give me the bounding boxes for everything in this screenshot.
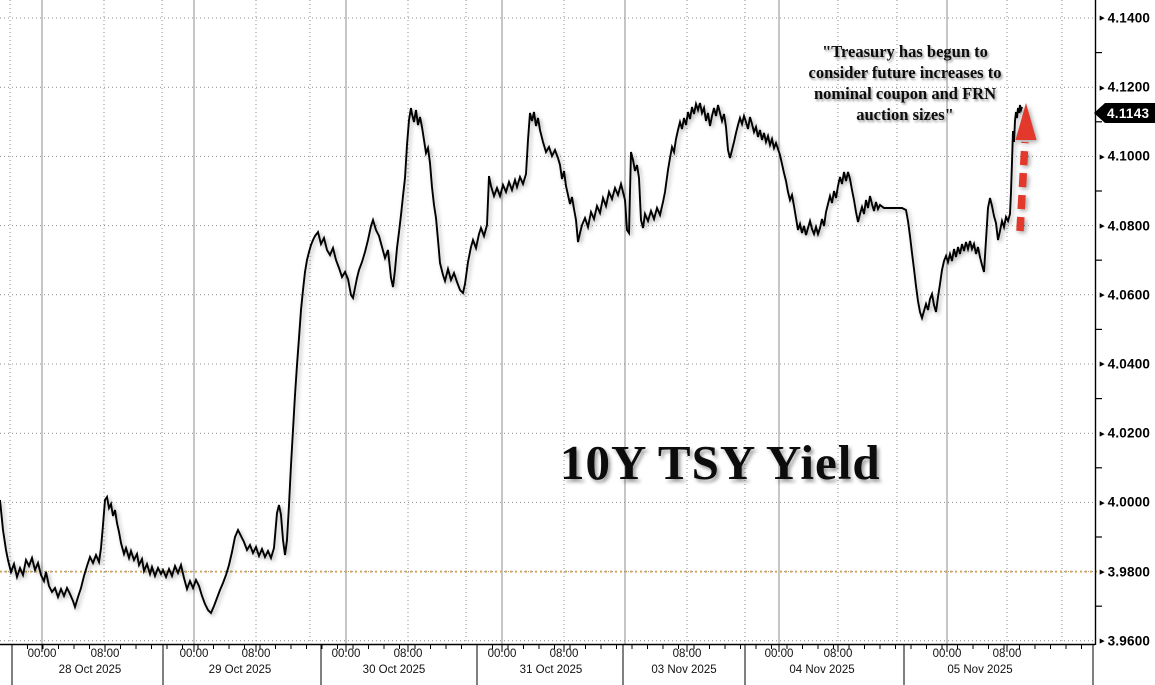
x-axis-time-label: 08:00 <box>672 648 702 660</box>
x-axis-time-label: 08:00 <box>549 648 579 660</box>
x-axis-time-label: 00:00 <box>764 648 794 660</box>
x-axis-time-label: 08:00 <box>90 648 120 660</box>
x-axis-date-label: 05 Nov 2025 <box>947 664 1013 676</box>
x-axis-time-label: 00:00 <box>331 648 361 660</box>
x-axis-time-label: 08:00 <box>241 648 271 660</box>
x-axis-time-label: 00:00 <box>932 648 962 660</box>
tick-arrow-icon: ► <box>1098 635 1107 646</box>
tick-arrow-icon: ► <box>1098 497 1107 508</box>
annotation-text: "Treasury has begun to consider future in… <box>778 41 1032 125</box>
x-axis-date-label: 31 Oct 2025 <box>519 664 583 676</box>
y-axis-tick-label: ► 4.1200 <box>1098 79 1151 95</box>
x-axis-date-label: 03 Nov 2025 <box>651 664 717 676</box>
chart-title: 10Y TSY Yield <box>560 435 881 490</box>
y-axis-tick-label: ► 3.9600 <box>1098 633 1151 649</box>
y-axis-tick-label: ► 4.0200 <box>1098 425 1151 441</box>
x-axis-date-label: 28 Oct 2025 <box>58 664 122 676</box>
tick-arrow-icon: ► <box>1098 358 1107 369</box>
tick-arrow-icon: ► <box>1098 289 1107 300</box>
y-axis-tick-label: ► 4.0600 <box>1098 287 1151 303</box>
x-axis-date-label: 30 Oct 2025 <box>362 664 426 676</box>
tick-arrow-icon: ► <box>1098 428 1107 439</box>
y-axis-tick-label: ► 3.9800 <box>1098 564 1151 580</box>
x-axis-date-label: 29 Oct 2025 <box>208 664 272 676</box>
x-axis-time-label: 00:00 <box>179 648 209 660</box>
tick-arrow-icon: ► <box>1098 151 1107 162</box>
y-axis-tick-label: ► 4.1400 <box>1098 10 1151 26</box>
y-axis-tick-label: ► 4.1000 <box>1098 148 1151 164</box>
annotation-line: auction sizes" <box>856 105 954 124</box>
tick-arrow-icon: ► <box>1098 82 1107 93</box>
y-axis-tick-label: ► 4.0400 <box>1098 356 1151 372</box>
x-axis-time-label: 08:00 <box>393 648 423 660</box>
x-axis-date-label: 04 Nov 2025 <box>789 664 855 676</box>
x-axis-time-label: 08:00 <box>992 648 1022 660</box>
x-axis-time-label: 08:00 <box>823 648 853 660</box>
annotation-line: "Treasury has begun to <box>822 42 988 61</box>
tick-arrow-icon: ► <box>1098 12 1107 23</box>
y-axis-tick-label: ► 4.0800 <box>1098 218 1151 234</box>
annotation-line: consider future increases to <box>808 63 1002 82</box>
tick-arrow-icon: ► <box>1098 566 1107 577</box>
x-axis-time-label: 00:00 <box>27 648 57 660</box>
x-axis-time-label: 00:00 <box>487 648 517 660</box>
annotation-line: nominal coupon and FRN <box>813 84 996 103</box>
tick-arrow-icon: ► <box>1098 220 1107 231</box>
y-axis-tick-label: ► 4.0000 <box>1098 494 1151 510</box>
last-price-tag: 4.1143 <box>1094 103 1155 123</box>
